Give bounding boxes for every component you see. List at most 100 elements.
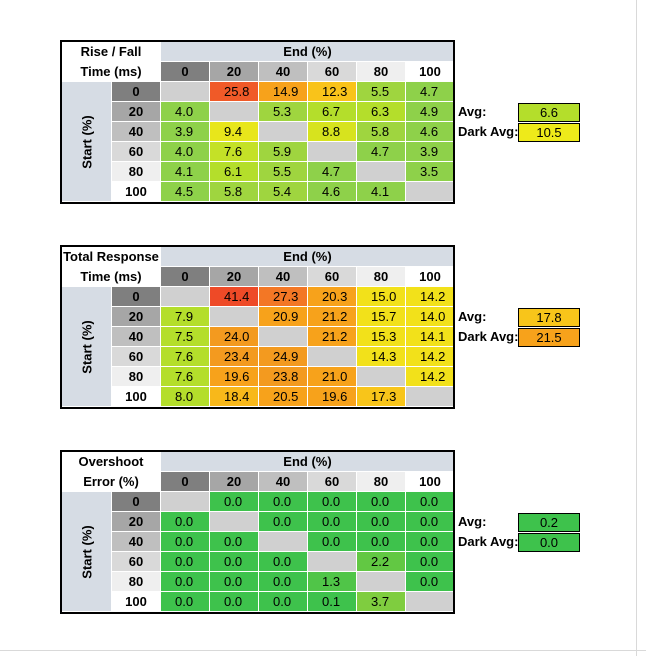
end-percent-header: End (%) <box>160 41 455 62</box>
value-cell <box>405 591 455 612</box>
dark-avg-label: Dark Avg: <box>458 124 519 139</box>
value-cell: 0.0 <box>405 551 455 572</box>
value-cell: 4.0 <box>160 141 210 162</box>
table-row: 20 0.0 0.0 0.0 0.0 0.0 <box>62 511 455 532</box>
value-cell: 0.0 <box>258 591 308 612</box>
value-cell: 0.0 <box>209 571 259 592</box>
column-header: 40 <box>258 61 308 82</box>
value-cell: 5.3 <box>258 101 308 122</box>
value-cell: 7.5 <box>160 326 210 347</box>
table-row: 100 8.0 18.4 20.5 19.6 17.3 <box>62 386 455 407</box>
value-cell: 24.0 <box>209 326 259 347</box>
value-cell: 4.0 <box>160 101 210 122</box>
value-cell: 4.6 <box>307 181 357 202</box>
avg-value-box: 17.8 <box>518 308 580 327</box>
value-cell: 23.8 <box>258 366 308 387</box>
value-cell: 14.9 <box>258 81 308 102</box>
value-cell: 18.4 <box>209 386 259 407</box>
row-header: 60 <box>111 141 161 162</box>
value-cell: 4.6 <box>405 121 455 142</box>
avg-value-box: 0.2 <box>518 513 580 532</box>
value-cell: 1.3 <box>307 571 357 592</box>
value-cell: 9.4 <box>209 121 259 142</box>
value-cell: 25.8 <box>209 81 259 102</box>
value-cell: 3.7 <box>356 591 406 612</box>
start-percent-header: Start (%) <box>61 286 112 407</box>
value-cell: 0.0 <box>258 571 308 592</box>
column-header: 40 <box>258 266 308 287</box>
row-header: 0 <box>111 81 161 102</box>
value-cell: 24.9 <box>258 346 308 367</box>
value-cell: 4.7 <box>356 141 406 162</box>
column-header: 80 <box>356 471 406 492</box>
value-cell <box>209 511 259 532</box>
row-header: 20 <box>111 101 161 122</box>
table-row: 20 4.0 5.3 6.7 6.3 4.9 <box>62 101 455 122</box>
avg-label: Avg: <box>458 309 487 324</box>
table-row: 100 0.0 0.0 0.0 0.1 3.7 <box>62 591 455 612</box>
value-cell: 5.4 <box>258 181 308 202</box>
value-cell <box>307 551 357 572</box>
row-header: 100 <box>111 591 161 612</box>
value-cell <box>405 181 455 202</box>
value-cell: 20.9 <box>258 306 308 327</box>
value-cell: 12.3 <box>307 81 357 102</box>
row-header: 80 <box>111 366 161 387</box>
table-row: 40 7.5 24.0 21.2 15.3 14.1 <box>62 326 455 347</box>
value-cell: 0.0 <box>356 531 406 552</box>
table-title-line2: Time (ms) <box>61 266 161 287</box>
value-cell: 4.1 <box>160 161 210 182</box>
value-cell: 0.0 <box>209 531 259 552</box>
value-cell: 0.0 <box>209 491 259 512</box>
avg-value-box: 6.6 <box>518 103 580 122</box>
start-percent-label: Start (%) <box>79 524 94 579</box>
table-row: 60 0.0 0.0 0.0 2.2 0.0 <box>62 551 455 572</box>
metric-table-3: Overshoot End (%) Error (%) 0 20 40 60 80 100 Sta… <box>61 451 455 612</box>
table-row: 80 0.0 0.0 0.0 1.3 0.0 <box>62 571 455 592</box>
value-cell: 2.2 <box>356 551 406 572</box>
dark-avg-label: Dark Avg: <box>458 329 519 344</box>
table-row: 60 7.6 23.4 24.9 14.3 14.2 <box>62 346 455 367</box>
column-header: 80 <box>356 266 406 287</box>
value-cell: 14.2 <box>405 346 455 367</box>
value-cell <box>356 366 406 387</box>
value-cell: 4.7 <box>307 161 357 182</box>
start-percent-header: Start (%) <box>61 81 112 202</box>
dark-avg-value-box: 21.5 <box>518 328 580 347</box>
value-cell: 0.0 <box>209 551 259 572</box>
value-cell: 0.0 <box>405 491 455 512</box>
table-row: 80 4.1 6.1 5.5 4.7 3.5 <box>62 161 455 182</box>
value-cell: 4.1 <box>356 181 406 202</box>
value-cell: 27.3 <box>258 286 308 307</box>
table-title-line1: Overshoot <box>61 451 161 472</box>
value-cell: 0.0 <box>258 511 308 532</box>
value-cell: 0.0 <box>307 511 357 532</box>
value-cell: 21.2 <box>307 326 357 347</box>
value-cell: 15.3 <box>356 326 406 347</box>
table-row: 100 4.5 5.8 5.4 4.6 4.1 <box>62 181 455 202</box>
value-cell: 19.6 <box>307 386 357 407</box>
value-cell <box>307 141 357 162</box>
value-cell: 4.5 <box>160 181 210 202</box>
table-row: 60 4.0 7.6 5.9 4.7 3.9 <box>62 141 455 162</box>
value-cell: 17.3 <box>356 386 406 407</box>
value-cell: 0.0 <box>160 591 210 612</box>
metric-grid: Total Response End (%) Time (ms) 0 20 40 60 80 1… <box>61 246 455 407</box>
row-header: 60 <box>111 551 161 572</box>
value-cell: 8.0 <box>160 386 210 407</box>
value-cell <box>258 531 308 552</box>
dark-avg-value-box: 10.5 <box>518 123 580 142</box>
value-cell: 3.9 <box>160 121 210 142</box>
value-cell: 0.0 <box>160 531 210 552</box>
value-cell: 14.0 <box>405 306 455 327</box>
metric-grid: Rise / Fall End (%) Time (ms) 0 20 40 60 80 100 S… <box>61 41 455 202</box>
value-cell: 5.5 <box>356 81 406 102</box>
column-header: 80 <box>356 61 406 82</box>
value-cell: 23.4 <box>209 346 259 367</box>
column-header: 0 <box>160 471 210 492</box>
value-cell: 0.1 <box>307 591 357 612</box>
table-row: 80 7.6 19.6 23.8 21.0 14.2 <box>62 366 455 387</box>
column-header: 20 <box>209 61 259 82</box>
value-cell: 0.0 <box>160 571 210 592</box>
value-cell: 20.5 <box>258 386 308 407</box>
